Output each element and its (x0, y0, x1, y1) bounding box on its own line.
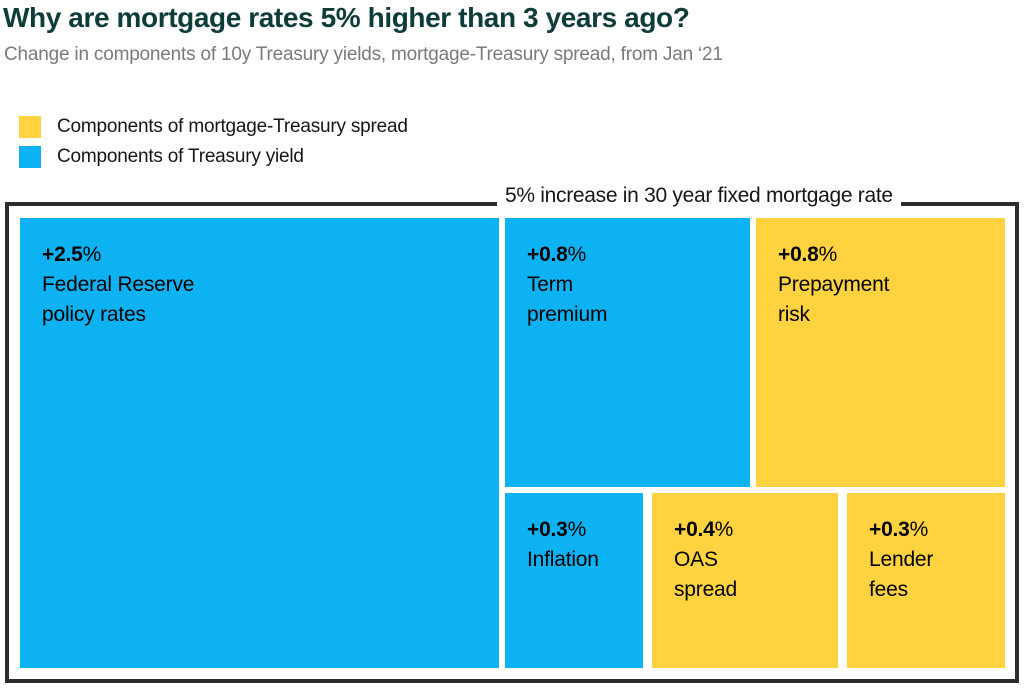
tile-lender-fees: +0.3% Lender fees (847, 493, 1005, 668)
page-subtitle: Change in components of 10y Treasury yie… (4, 44, 723, 65)
tile-term-premium: +0.8% Term premium (505, 218, 750, 487)
tile-value: +2.5% (42, 243, 102, 266)
tile-value: +0.3% (527, 518, 587, 541)
tile-label: OAS (674, 548, 718, 571)
tile-label: policy rates (42, 303, 146, 326)
treemap-chart: 5% increase in 30 year fixed mortgage ra… (5, 180, 1019, 683)
legend: Components of mortgage-Treasury spread C… (19, 112, 408, 172)
tile-value: +0.3% (869, 518, 929, 541)
legend-swatch-yellow (19, 116, 41, 138)
tile-prepayment-risk: +0.8% Prepayment risk (756, 218, 1005, 487)
page-title: Why are mortgage rates 5% higher than 3 … (3, 2, 690, 33)
tile-oas-spread: +0.4% OAS spread (652, 493, 838, 668)
tile-label: spread (674, 578, 738, 601)
tile-value: +0.8% (778, 243, 838, 266)
tile-label: risk (778, 303, 810, 326)
tile-label: Term (527, 273, 573, 296)
tile-label: fees (869, 578, 908, 601)
tile-federal-reserve-policy-rates: +2.5% Federal Reserve policy rates (20, 218, 499, 668)
legend-swatch-blue (19, 146, 41, 168)
tile-label: premium (527, 303, 608, 326)
tile-value: +0.8% (527, 243, 587, 266)
tile-label: Federal Reserve (42, 273, 195, 296)
tile-label: Inflation (527, 548, 599, 571)
tile-value: +0.4% (674, 518, 734, 541)
legend-item-mortgage-treasury-spread: Components of mortgage-Treasury spread (19, 112, 408, 142)
tile-label: Lender (869, 548, 934, 571)
legend-label-mortgage-treasury-spread: Components of mortgage-Treasury spread (57, 116, 408, 137)
chart-total-annotation: 5% increase in 30 year fixed mortgage ra… (497, 180, 901, 212)
legend-item-treasury-yield: Components of Treasury yield (19, 142, 408, 172)
legend-label-treasury-yield: Components of Treasury yield (57, 146, 304, 167)
tile-inflation: +0.3% Inflation (505, 493, 643, 668)
tile-label: Prepayment (778, 273, 890, 296)
